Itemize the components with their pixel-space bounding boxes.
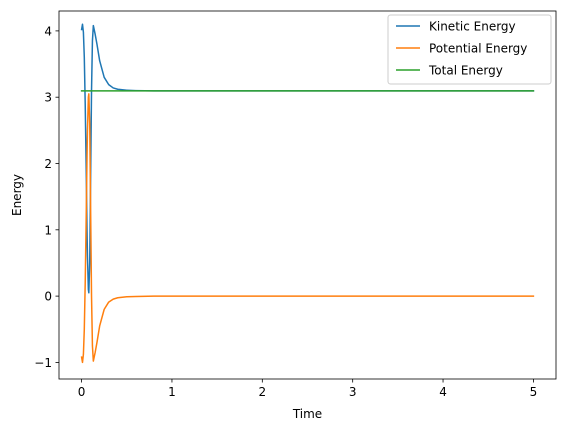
legend-label-potential: Potential Energy <box>429 42 527 56</box>
x-tick-label: 3 <box>349 385 357 399</box>
legend: Kinetic Energy Potential Energy Total En… <box>387 14 552 85</box>
y-tick-label: 0 <box>44 290 52 304</box>
legend-label-kinetic: Kinetic Energy <box>429 20 516 34</box>
x-tick-label: 2 <box>258 385 266 399</box>
y-axis-label: Energy <box>10 174 24 216</box>
x-tick-label: 4 <box>439 385 447 399</box>
y-tick-label: 2 <box>44 157 52 171</box>
legend-box <box>387 14 552 85</box>
legend-label-total: Total Energy <box>428 64 503 78</box>
series-layer <box>80 23 535 364</box>
y-tick-label: −1 <box>34 356 52 370</box>
y-axis-ticks: −1 0 1 2 3 4 <box>34 24 59 370</box>
x-tick-label: 0 <box>78 385 86 399</box>
x-axis-ticks: 0 1 2 3 4 5 <box>78 379 537 399</box>
y-tick-label: 3 <box>44 91 52 105</box>
x-tick-label: 5 <box>530 385 538 399</box>
x-axis-label: Time <box>292 407 322 421</box>
series-line-1 <box>80 93 535 364</box>
plot-frame <box>58 10 557 380</box>
y-tick-label: 4 <box>44 24 52 38</box>
y-tick-label: 1 <box>44 223 52 237</box>
x-tick-label: 1 <box>168 385 176 399</box>
